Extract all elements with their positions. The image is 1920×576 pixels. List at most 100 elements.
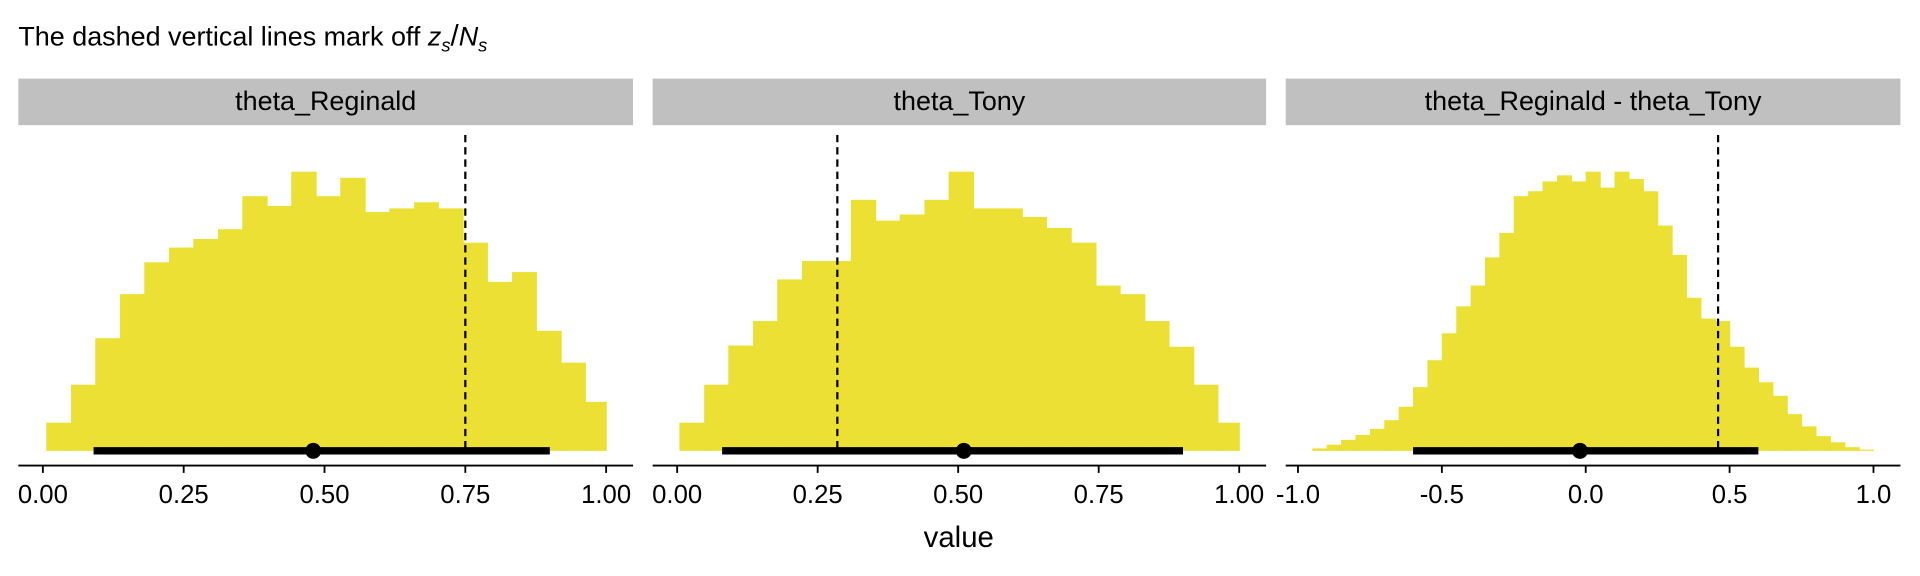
histogram-bar <box>704 384 729 451</box>
histogram-bar <box>753 321 778 451</box>
histogram-bar <box>585 401 607 451</box>
histogram-bar <box>291 171 317 451</box>
histogram-bar <box>120 294 145 451</box>
point-estimate <box>955 442 972 459</box>
histogram-bar <box>1571 181 1587 451</box>
title-math: z <box>427 22 442 52</box>
x-tick-label: 0.75 <box>440 481 490 509</box>
histogram-bar <box>1815 436 1831 451</box>
histogram-bar <box>1095 285 1121 451</box>
histogram-bar <box>1071 242 1097 451</box>
title-math: s <box>478 35 487 56</box>
histogram-bar <box>1801 426 1817 451</box>
strip-label: theta_Tony <box>894 86 1026 116</box>
point-estimate <box>305 442 322 459</box>
histogram-bar <box>679 422 705 451</box>
histogram-bar <box>1046 228 1072 451</box>
histogram-bar <box>1859 449 1875 451</box>
x-tick-label: 0.00 <box>18 481 68 509</box>
histogram-bar <box>487 281 513 451</box>
histogram-bar <box>536 330 562 451</box>
histogram-bar <box>414 202 439 451</box>
histogram-bar <box>728 345 754 451</box>
histogram-bar <box>1556 175 1572 451</box>
histogram-bar <box>1614 171 1630 451</box>
histogram-bar <box>1585 171 1601 451</box>
histogram-bar <box>463 242 488 451</box>
histogram-bar <box>512 272 537 451</box>
histogram-bar <box>267 205 292 451</box>
histogram-bar <box>1022 216 1048 451</box>
histogram-bar <box>1355 434 1371 451</box>
histogram-bar <box>1456 306 1472 451</box>
histogram-bar <box>1600 187 1616 451</box>
x-tick-label: 0.00 <box>652 481 702 509</box>
histogram-bar <box>46 422 72 451</box>
histogram-bar <box>1441 333 1457 451</box>
histogram-bar <box>1485 257 1501 451</box>
x-tick-label: 0.25 <box>159 481 209 509</box>
histogram-bar <box>801 261 827 451</box>
x-tick-label: 1.00 <box>581 481 631 509</box>
title-math: / <box>451 20 460 53</box>
histogram-bar <box>144 262 170 451</box>
histogram-bar <box>1326 444 1342 451</box>
histogram-bar <box>1217 422 1240 451</box>
histogram-bar <box>340 177 366 451</box>
histogram-bar <box>1413 387 1429 451</box>
strip <box>1285 78 1901 126</box>
histogram-bar <box>1398 406 1414 451</box>
strip <box>18 78 634 126</box>
x-tick-label: 1.0 <box>1856 481 1892 509</box>
x-tick-label: 0.50 <box>299 481 349 509</box>
histogram-bar <box>316 196 341 451</box>
x-tick-label: -0.5 <box>1420 481 1464 509</box>
histogram-bar <box>1369 428 1385 451</box>
x-tick-label: 0.0 <box>1568 481 1604 509</box>
title-text: The dashed vertical lines mark off <box>18 22 428 52</box>
histogram-bar <box>1513 196 1529 451</box>
histogram-bar <box>1743 367 1759 451</box>
histogram-bar <box>1144 321 1170 451</box>
histogram-bar <box>95 338 121 451</box>
histogram-bar <box>1830 442 1846 451</box>
histogram-bar <box>850 199 877 451</box>
histogram-bar <box>1470 285 1486 451</box>
histogram-bar <box>71 384 96 451</box>
x-tick-label: 0.50 <box>933 481 983 509</box>
histogram-bar <box>1672 254 1688 451</box>
x-tick-label: 0.75 <box>1074 481 1124 509</box>
x-tick-label: 1.00 <box>1214 481 1264 509</box>
histogram-bar <box>1772 395 1788 451</box>
histogram-bar <box>924 199 950 451</box>
histogram-bar <box>826 261 852 451</box>
strip-label: theta_Reginald - theta_Tony <box>1425 86 1762 116</box>
histogram-bar <box>899 214 926 451</box>
histogram-bar <box>1499 232 1515 451</box>
histogram-bar <box>242 196 268 451</box>
x-tick-label: 0.5 <box>1712 481 1748 509</box>
strip <box>652 78 1267 126</box>
histogram-bar <box>169 247 194 451</box>
histogram-bar <box>218 229 243 451</box>
x-tick-label: 0.25 <box>793 481 843 509</box>
histogram-bar <box>1787 414 1803 451</box>
histogram-bar <box>948 171 974 451</box>
histogram-bar <box>1341 439 1357 451</box>
title-math: N <box>459 22 479 52</box>
histogram-bar <box>1312 448 1328 451</box>
histogram-bar <box>1657 225 1673 451</box>
title-math: s <box>441 35 450 56</box>
strip-label: theta_Reginald <box>235 86 416 116</box>
histogram-bar <box>1193 384 1219 451</box>
x-axis-label: value <box>924 521 994 554</box>
histogram-bar <box>1528 191 1544 451</box>
histogram-bar <box>777 279 803 451</box>
histogram-bar <box>1628 179 1644 451</box>
histogram-bar <box>1384 420 1400 451</box>
histogram-bar <box>973 208 999 451</box>
histogram-bar <box>1120 294 1146 451</box>
chart-title: The dashed vertical lines mark off zs/Ns <box>18 20 487 56</box>
histogram-bar <box>1729 346 1745 451</box>
